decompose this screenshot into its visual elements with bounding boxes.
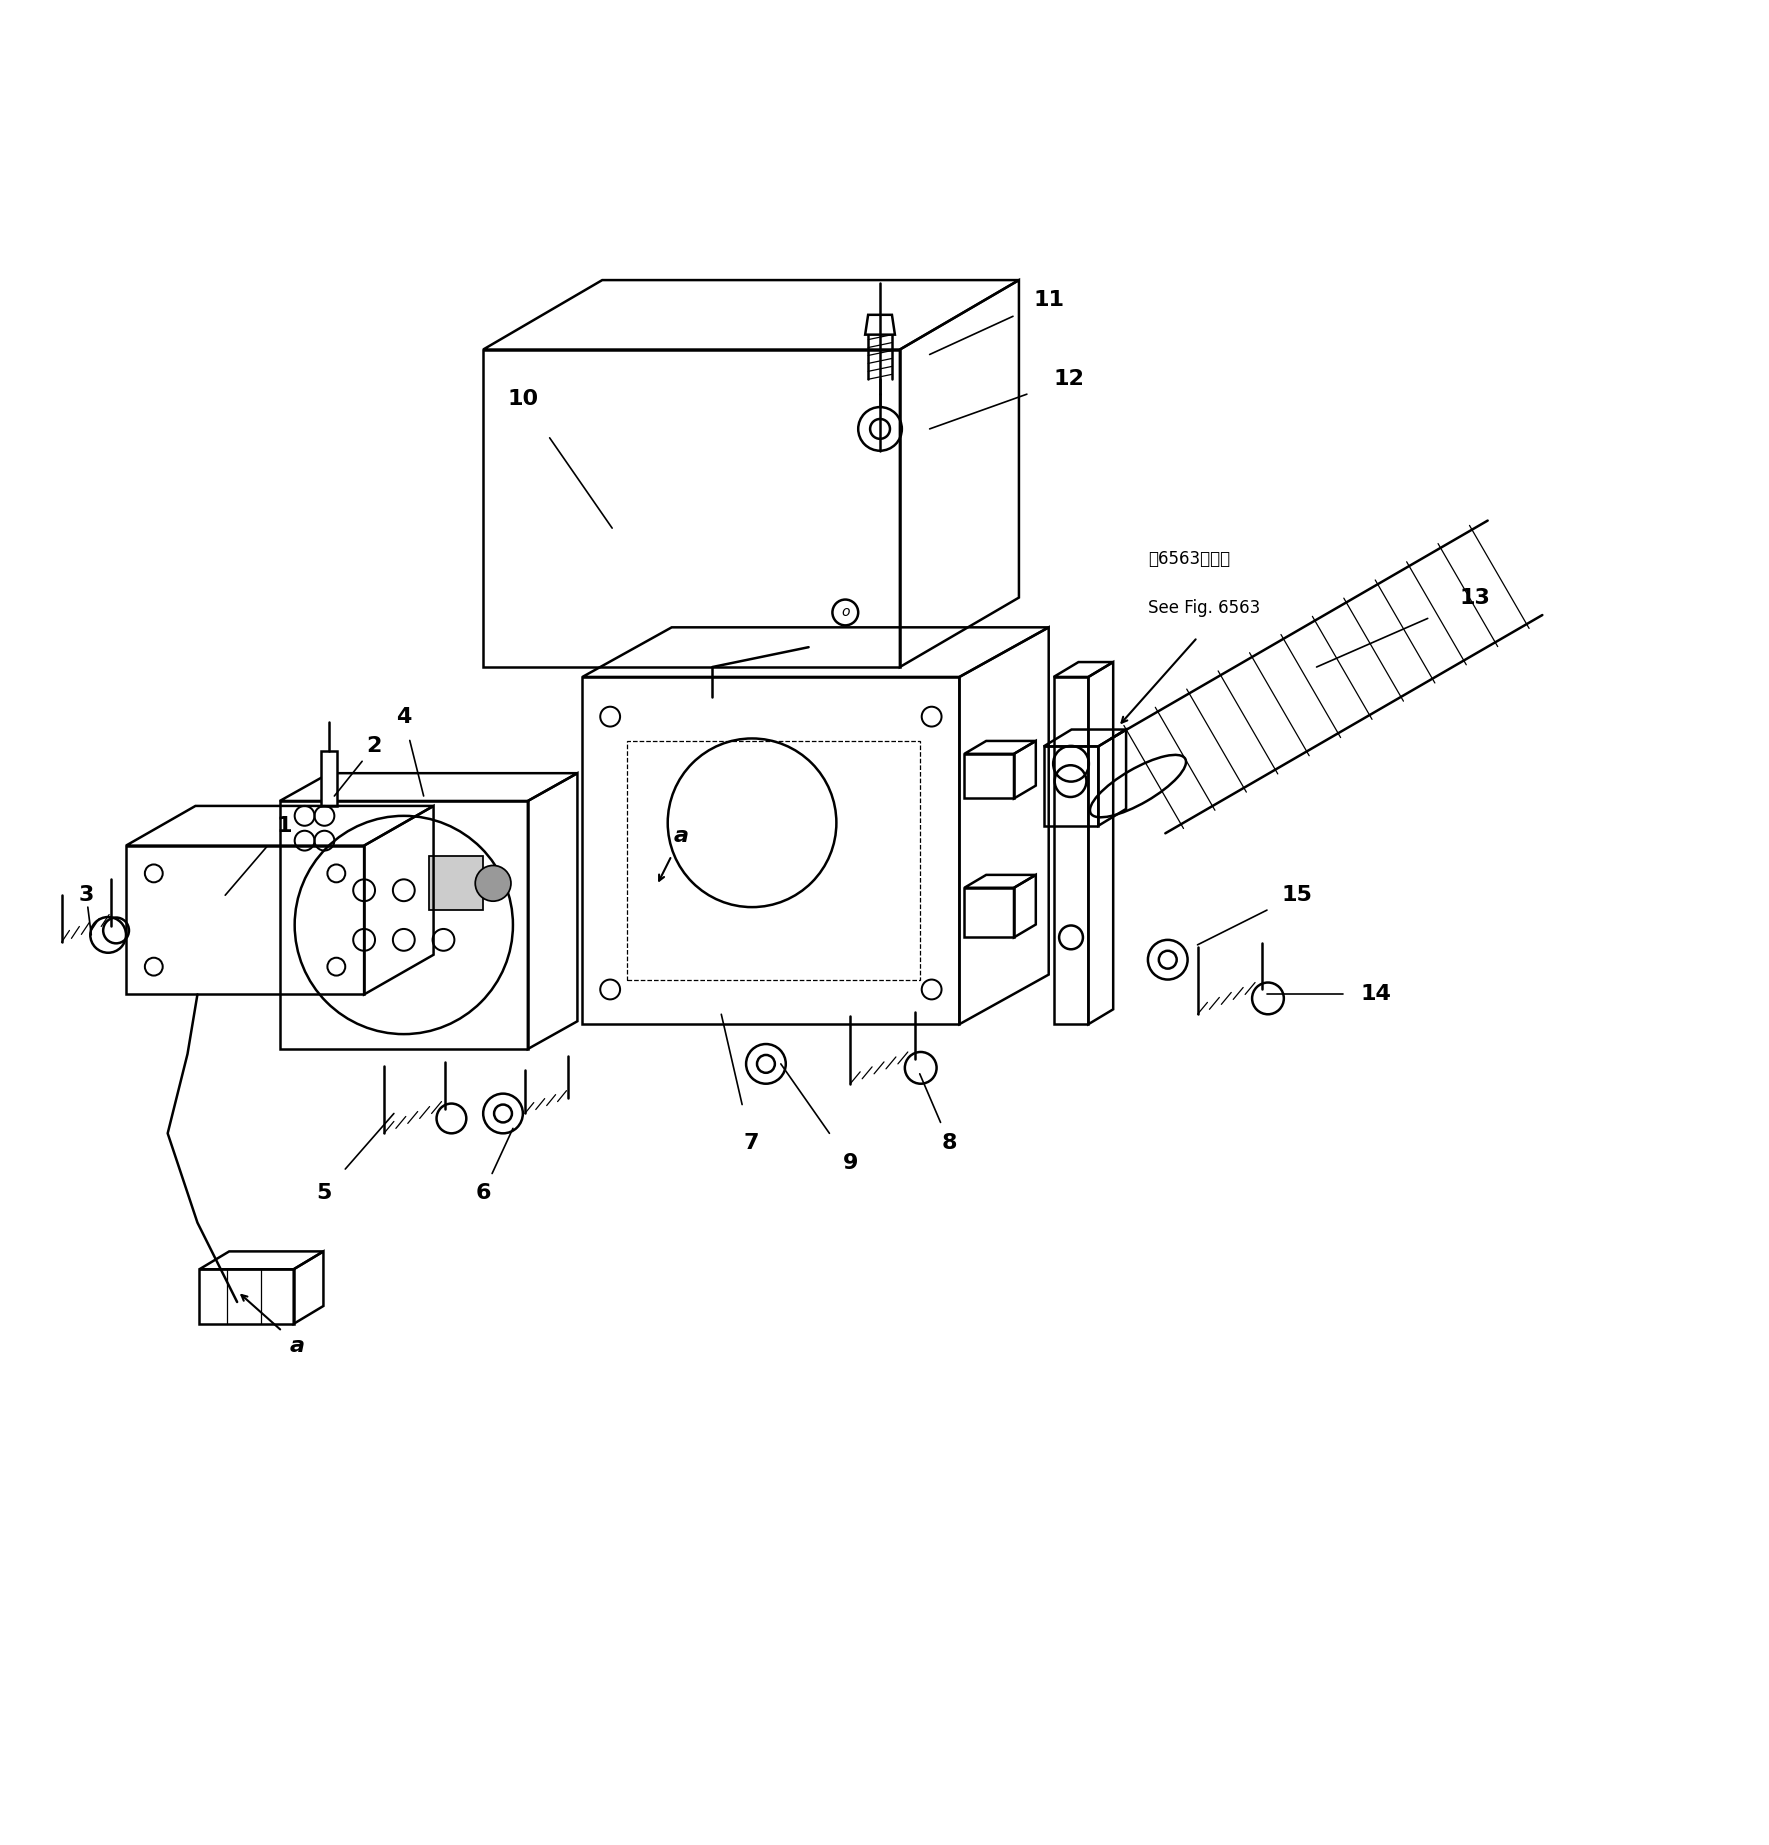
Text: a: a <box>674 827 690 845</box>
Text: a: a <box>290 1336 304 1356</box>
Text: 9: 9 <box>842 1153 858 1173</box>
Text: 8: 8 <box>941 1133 957 1153</box>
Text: See Fig. 6563: See Fig. 6563 <box>1148 600 1260 618</box>
Text: 7: 7 <box>743 1133 759 1153</box>
Circle shape <box>476 865 511 900</box>
Bar <box>428 856 483 910</box>
Text: 10: 10 <box>508 389 538 410</box>
Text: 12: 12 <box>1053 369 1084 389</box>
Text: 1: 1 <box>278 815 292 836</box>
Text: 4: 4 <box>396 707 412 727</box>
Text: 15: 15 <box>1281 886 1313 906</box>
Text: 11: 11 <box>1033 290 1065 310</box>
Text: 13: 13 <box>1459 587 1491 607</box>
Text: 5: 5 <box>317 1183 333 1203</box>
Text: 第6563図参照: 第6563図参照 <box>1148 550 1229 568</box>
Bar <box>626 742 920 980</box>
Text: 2: 2 <box>366 736 382 756</box>
Bar <box>322 751 338 806</box>
Text: 3: 3 <box>78 886 94 906</box>
Text: 6: 6 <box>476 1183 492 1203</box>
Polygon shape <box>865 315 895 334</box>
Text: 14: 14 <box>1360 985 1392 1004</box>
Text: o: o <box>840 605 849 620</box>
